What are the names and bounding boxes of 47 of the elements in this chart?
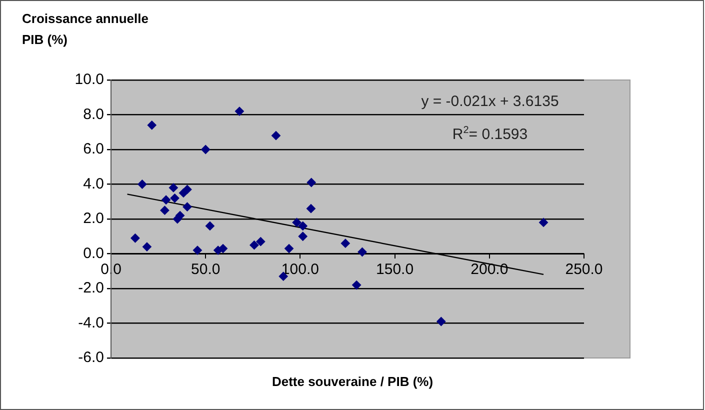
x-tick-label: 50.0 <box>191 260 220 278</box>
annotation: y = -0.021x + 3.6135 <box>421 93 559 110</box>
point <box>436 317 446 326</box>
point <box>192 246 202 255</box>
point <box>298 221 308 230</box>
y-tick-label: 10.0 <box>74 71 104 88</box>
y-tick-label: 8.0 <box>83 106 104 123</box>
point <box>234 106 244 116</box>
point <box>256 237 266 246</box>
x-tick-label: 200.0 <box>470 260 508 278</box>
point <box>201 145 210 154</box>
point <box>182 202 192 212</box>
x-axis-title: Dette souveraine / PIB (%) <box>272 374 434 389</box>
point <box>358 248 367 257</box>
point <box>306 178 316 188</box>
point <box>539 218 548 227</box>
y-tick-label: -2.0 <box>78 280 104 297</box>
point <box>292 218 302 227</box>
point <box>284 244 294 254</box>
point <box>271 131 280 140</box>
point <box>138 180 147 189</box>
point <box>352 280 362 290</box>
x-tick-label: 150.0 <box>376 260 414 278</box>
point <box>172 214 182 224</box>
point <box>306 204 316 214</box>
y-tick-label: -4.0 <box>78 314 104 332</box>
y-tick-label: 4.0 <box>83 175 104 192</box>
y-axis-title: Croissance annuelle PIB (%) <box>22 11 148 47</box>
point <box>218 244 228 254</box>
point <box>147 120 156 130</box>
point <box>130 234 140 243</box>
x-tick-label: 250.0 <box>565 260 603 278</box>
point <box>250 240 259 250</box>
point <box>168 183 178 192</box>
x-tick-label: 100.0 <box>281 260 319 278</box>
point <box>162 195 171 204</box>
y-tick-label: -6.0 <box>78 349 104 366</box>
point <box>170 194 180 203</box>
point <box>340 238 350 248</box>
point <box>142 242 152 252</box>
point <box>178 188 188 198</box>
y-tick-label: 6.0 <box>83 140 104 158</box>
point <box>205 221 214 230</box>
point <box>160 206 170 215</box>
y-tick-label: 0.0 <box>83 244 104 262</box>
y-tick-label: 2.0 <box>83 210 104 228</box>
point <box>298 232 308 241</box>
